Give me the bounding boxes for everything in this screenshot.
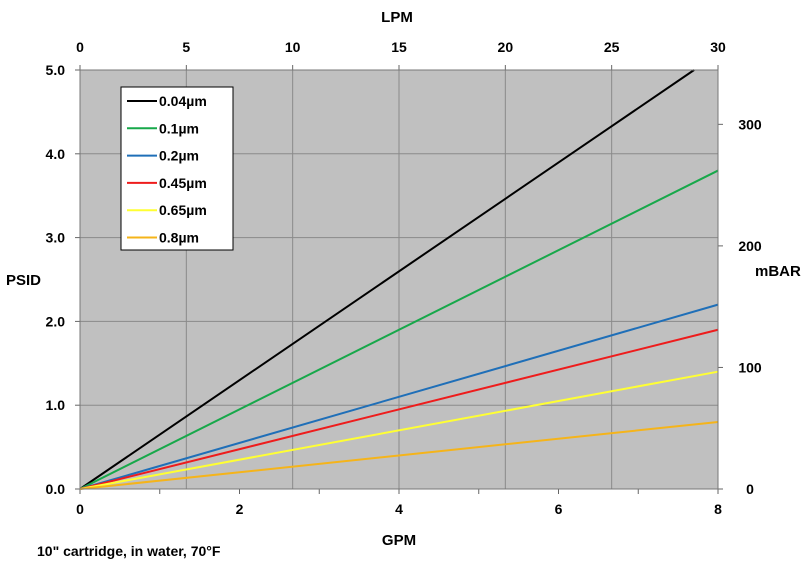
legend-label: 0.65µm	[159, 202, 207, 218]
x2-tick-label: 5	[182, 39, 190, 55]
y-tick-label: 4.0	[46, 146, 66, 162]
legend-box	[120, 86, 234, 251]
y2-tick-label: 300	[738, 116, 762, 132]
x-tick-label: 6	[555, 501, 563, 517]
y-tick-label: 3.0	[46, 230, 66, 246]
y-tick-label: 1.0	[46, 397, 66, 413]
series-line	[79, 303, 719, 490]
x2-tick-label: 30	[710, 39, 726, 55]
y2-tick-label: 100	[738, 359, 762, 375]
legend-label: 0.04µm	[159, 93, 207, 109]
x2-tick-label: 15	[391, 39, 407, 55]
x-axis-label: GPM	[382, 532, 416, 549]
y2-axis-label: mBAR	[755, 263, 801, 280]
x2-axis-label: LPM	[381, 9, 413, 26]
series-line	[79, 69, 695, 490]
legend: 0.04µm 0.1µm 0.2µm 0.45µm 0.65µm 0.8µm	[120, 86, 234, 251]
series-line	[79, 420, 719, 490]
series-line	[79, 328, 719, 490]
y2-tick-label: 0	[746, 481, 754, 497]
series-line	[79, 169, 719, 490]
x2-tick-label: 25	[604, 39, 620, 55]
y-tick-label: 5.0	[46, 62, 66, 78]
legend-label: 0.8µm	[159, 230, 199, 246]
series-line	[79, 370, 719, 490]
x2-tick-label: 10	[285, 39, 301, 55]
x2-tick-label: 0	[76, 39, 84, 55]
x2-tick-label: 20	[498, 39, 514, 55]
y-tick-label: 0.0	[46, 481, 66, 497]
x-tick-label: 8	[714, 501, 722, 517]
y2-tick-label: 200	[738, 238, 762, 254]
x-tick-label: 2	[236, 501, 244, 517]
y-axis-label: PSID	[6, 272, 41, 289]
plot-border	[79, 69, 719, 490]
legend-label: 0.2µm	[159, 148, 199, 164]
legend-label: 0.45µm	[159, 175, 207, 191]
x-tick-label: 4	[395, 501, 403, 517]
footnote: 10" cartridge, in water, 70°F	[37, 543, 221, 559]
x-tick-label: 0	[76, 501, 84, 517]
y-tick-label: 2.0	[46, 313, 66, 329]
legend-label: 0.1µm	[159, 120, 199, 136]
